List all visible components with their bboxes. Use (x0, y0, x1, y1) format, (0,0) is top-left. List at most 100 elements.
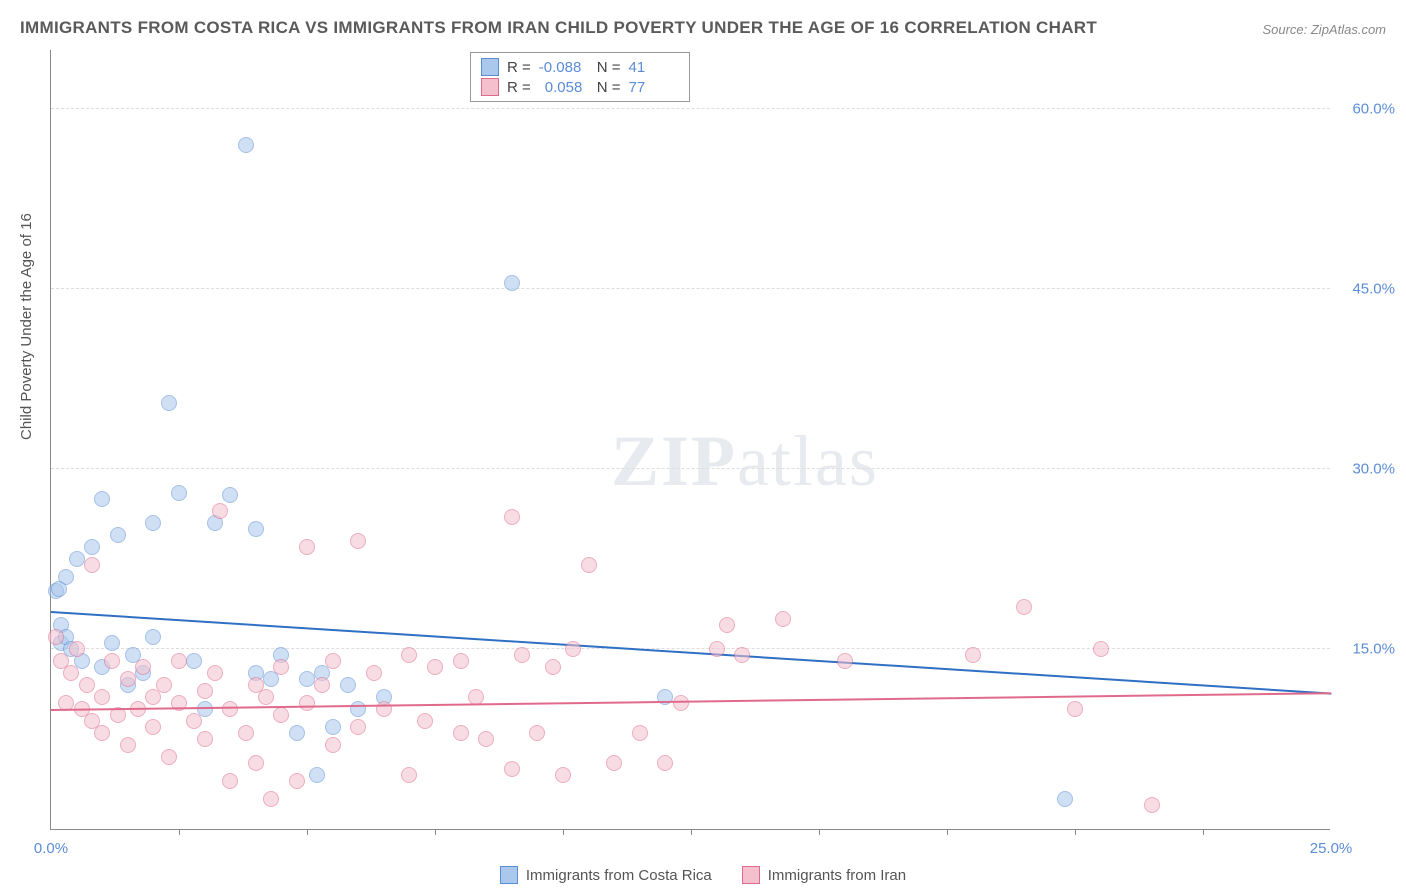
data-point (401, 647, 417, 663)
data-point (120, 737, 136, 753)
data-point (69, 641, 85, 657)
chart-title: IMMIGRANTS FROM COSTA RICA VS IMMIGRANTS… (20, 18, 1097, 38)
swatch-costa-rica (500, 866, 518, 884)
data-point (673, 695, 689, 711)
data-point (171, 485, 187, 501)
data-point (273, 707, 289, 723)
legend-label-costa-rica: Immigrants from Costa Rica (526, 867, 712, 884)
data-point (212, 503, 228, 519)
data-point (263, 791, 279, 807)
data-point (248, 755, 264, 771)
r-value-iran: 0.058 (539, 79, 589, 96)
data-point (581, 557, 597, 573)
data-point (248, 521, 264, 537)
data-point (340, 677, 356, 693)
data-point (207, 665, 223, 681)
n-value-costa-rica: 41 (629, 59, 679, 76)
x-tick-mark (307, 829, 308, 835)
stats-row-costa-rica: R = -0.088 N = 41 (481, 57, 679, 77)
y-axis-label: Child Poverty Under the Age of 16 (18, 213, 35, 440)
data-point (104, 635, 120, 651)
y-tick-label: 45.0% (1352, 281, 1395, 298)
data-point (238, 725, 254, 741)
r-label: R = (507, 59, 531, 76)
data-point (325, 737, 341, 753)
data-point (63, 665, 79, 681)
legend-item-iran: Immigrants from Iran (742, 866, 906, 884)
data-point (427, 659, 443, 675)
data-point (350, 719, 366, 735)
swatch-iran (481, 78, 499, 96)
data-point (504, 761, 520, 777)
data-point (135, 659, 151, 675)
data-point (120, 671, 136, 687)
swatch-costa-rica (481, 58, 499, 76)
bottom-legend: Immigrants from Costa Rica Immigrants fr… (0, 866, 1406, 884)
y-tick-label: 30.0% (1352, 461, 1395, 478)
data-point (775, 611, 791, 627)
data-point (289, 773, 305, 789)
gridline (51, 288, 1330, 289)
data-point (709, 641, 725, 657)
r-value-costa-rica: -0.088 (539, 59, 589, 76)
data-point (657, 755, 673, 771)
trendline (51, 611, 1331, 695)
y-tick-label: 15.0% (1352, 641, 1395, 658)
data-point (94, 725, 110, 741)
data-point (171, 653, 187, 669)
data-point (565, 641, 581, 657)
data-point (504, 509, 520, 525)
correlation-stats-box: R = -0.088 N = 41 R = 0.058 N = 77 (470, 52, 690, 102)
data-point (84, 539, 100, 555)
data-point (222, 701, 238, 717)
data-point (110, 527, 126, 543)
gridline (51, 108, 1330, 109)
data-point (289, 725, 305, 741)
n-label: N = (597, 79, 621, 96)
data-point (104, 653, 120, 669)
data-point (69, 551, 85, 567)
data-point (161, 395, 177, 411)
r-label: R = (507, 79, 531, 96)
data-point (48, 629, 64, 645)
data-point (719, 617, 735, 633)
x-tick-mark (947, 829, 948, 835)
data-point (222, 487, 238, 503)
x-tick-mark (691, 829, 692, 835)
data-point (273, 659, 289, 675)
data-point (350, 701, 366, 717)
source-attribution: Source: ZipAtlas.com (1262, 22, 1386, 37)
x-tick-label: 25.0% (1310, 840, 1353, 857)
data-point (1093, 641, 1109, 657)
data-point (734, 647, 750, 663)
data-point (145, 719, 161, 735)
x-tick-mark (1075, 829, 1076, 835)
gridline (51, 648, 1330, 649)
data-point (401, 767, 417, 783)
data-point (514, 647, 530, 663)
data-point (545, 659, 561, 675)
data-point (309, 767, 325, 783)
data-point (156, 677, 172, 693)
data-point (51, 581, 67, 597)
x-tick-mark (563, 829, 564, 835)
x-tick-mark (819, 829, 820, 835)
data-point (197, 683, 213, 699)
data-point (197, 731, 213, 747)
swatch-iran (742, 866, 760, 884)
scatter-plot-area: ZIPatlas 15.0%30.0%45.0%60.0%0.0%25.0% (50, 50, 1330, 830)
data-point (965, 647, 981, 663)
x-tick-mark (1203, 829, 1204, 835)
data-point (837, 653, 853, 669)
data-point (314, 677, 330, 693)
data-point (186, 713, 202, 729)
data-point (299, 671, 315, 687)
x-tick-label: 0.0% (34, 840, 68, 857)
data-point (632, 725, 648, 741)
n-value-iran: 77 (629, 79, 679, 96)
data-point (453, 725, 469, 741)
data-point (1067, 701, 1083, 717)
trendline (51, 693, 1331, 712)
x-tick-mark (435, 829, 436, 835)
data-point (1144, 797, 1160, 813)
